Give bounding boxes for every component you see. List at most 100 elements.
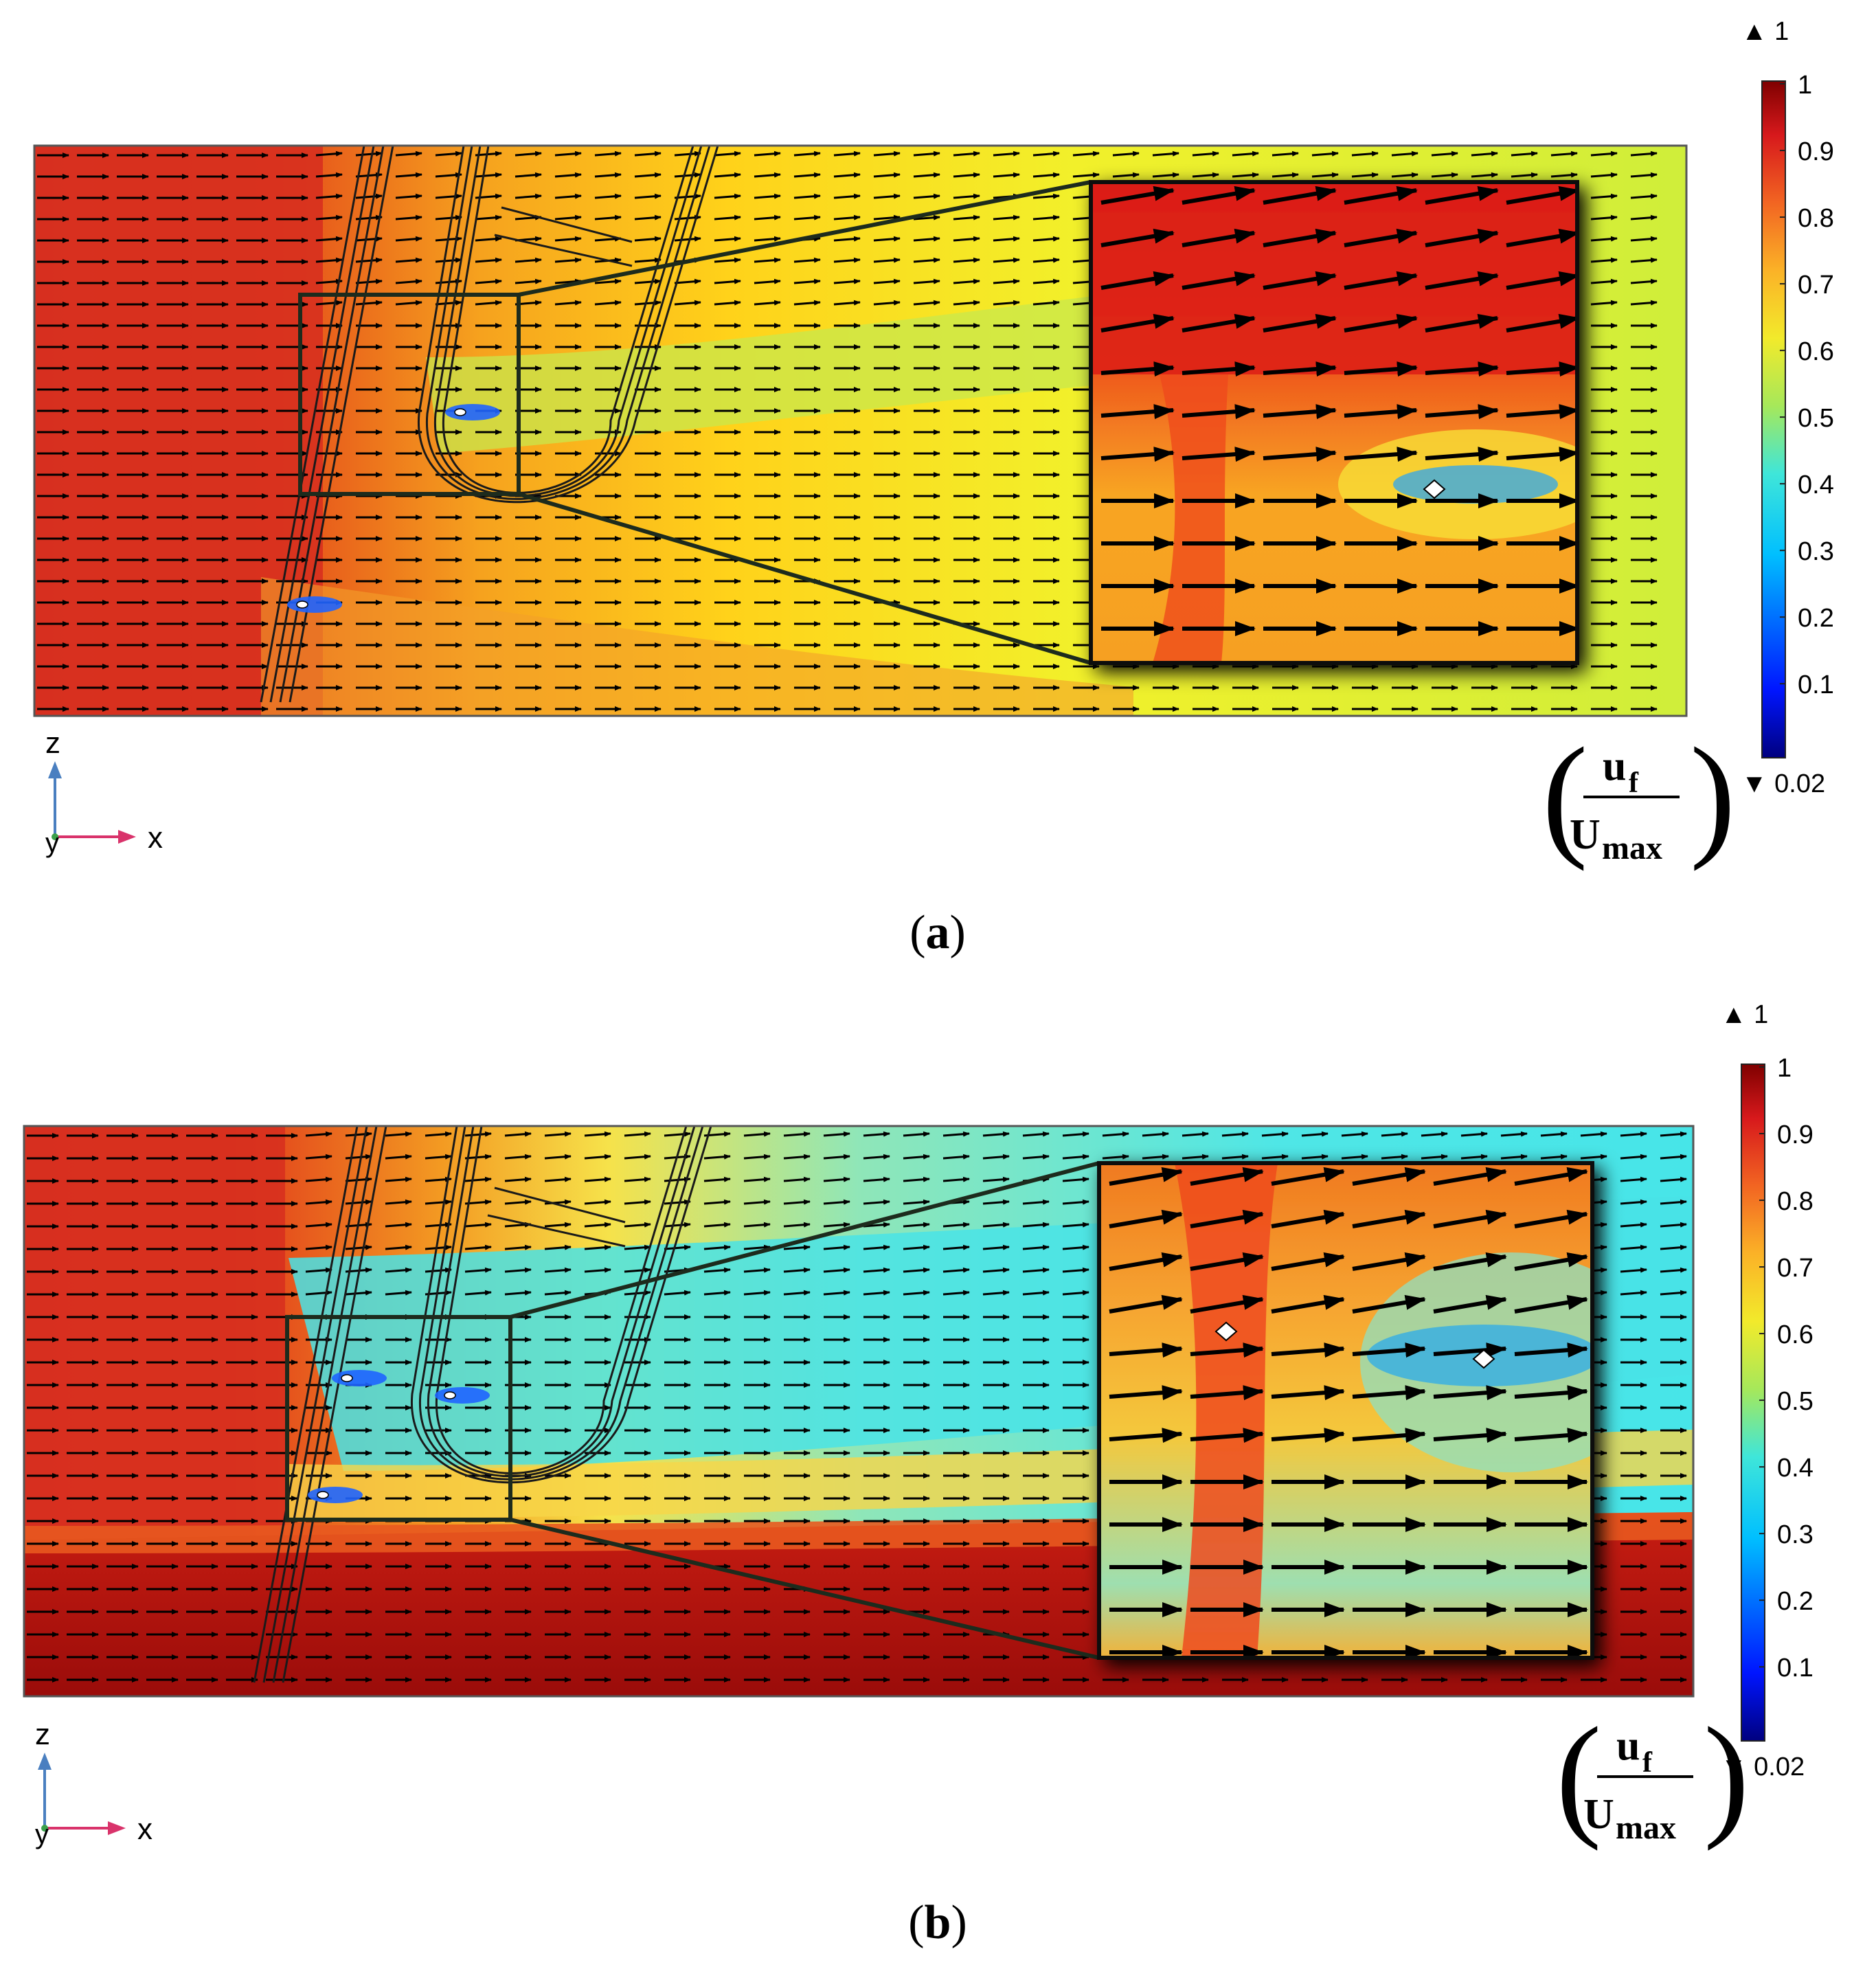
velocity-arrow — [793, 172, 821, 178]
domain-border — [33, 144, 1688, 717]
velocity-arrow — [594, 172, 622, 178]
velocity-arrow — [554, 214, 582, 221]
zoom-region-box — [298, 293, 521, 496]
velocity-arrow — [674, 236, 701, 242]
velocity-arrow — [464, 1222, 492, 1228]
y-axis-label: y — [35, 1819, 49, 1849]
inset-velocity-arrow — [1344, 313, 1418, 333]
velocity-arrow — [823, 1154, 850, 1160]
velocity-arrow — [1381, 1154, 1408, 1160]
inset-velocity-arrow — [1514, 1252, 1588, 1271]
velocity-arrow — [743, 1131, 771, 1137]
inset-velocity-arrow — [1425, 361, 1499, 377]
velocity-arrow — [743, 1290, 771, 1296]
inset-border — [1097, 1161, 1594, 1660]
colorbar: 1 0.9 0.8 0.7 0.6 0.5 0.4 0.3 0.2 0.1 ▲ 1 ▼ 0.02 — [1721, 1000, 1813, 1781]
inset-velocity-arrow — [1263, 447, 1337, 462]
inset-velocity-arrow — [1352, 1167, 1426, 1186]
velocity-arrow — [913, 300, 940, 306]
inset-velocity-arrow — [1352, 1252, 1426, 1271]
velocity-arrow — [1152, 172, 1179, 178]
velocity-arrow — [783, 1267, 811, 1273]
velocity-arrow — [584, 1176, 611, 1182]
velocity-arrow — [953, 214, 980, 221]
velocity-arrow — [1630, 300, 1658, 306]
velocity-arrow — [425, 1222, 452, 1228]
inclined-rod-edge — [262, 1126, 368, 1683]
velocity-arrow — [355, 236, 383, 242]
inset-velocity-arrow — [1425, 185, 1499, 205]
velocity-arrow — [345, 1244, 372, 1250]
inset-velocity-arrow — [1514, 1209, 1588, 1228]
colorbar-min-marker: ▼ 0.02 — [1741, 769, 1825, 798]
velocity-arrow — [1550, 150, 1578, 157]
axis-triad: z x y — [45, 726, 163, 858]
velocity-arrow — [1032, 193, 1060, 199]
velocity-arrow — [1460, 1154, 1488, 1160]
velocity-arrow — [1500, 1131, 1528, 1137]
velocity-arrow — [1221, 1131, 1249, 1137]
velocity-arrow — [395, 300, 422, 306]
velocity-arrow — [833, 236, 861, 242]
velocity-arrow — [1590, 300, 1618, 306]
inset-velocity-arrow — [1271, 1294, 1345, 1314]
velocity-arrow — [594, 150, 622, 157]
inset-velocity-arrow — [1271, 1385, 1345, 1401]
velocity-arrow — [1311, 172, 1339, 178]
velocity-arrow — [1540, 1131, 1568, 1137]
velocity-arrow — [425, 1154, 452, 1160]
velocity-arrow — [1540, 1154, 1568, 1160]
velocity-arrow — [584, 1267, 611, 1273]
velocity-arrow — [385, 1267, 412, 1273]
inset-velocity-arrow — [1100, 404, 1175, 420]
stagnation-point — [454, 408, 466, 416]
velocity-arrow — [1590, 150, 1618, 157]
inset-velocity-arrow — [1109, 1167, 1183, 1186]
velocity-arrow — [515, 172, 542, 178]
frame-strut — [487, 1214, 626, 1248]
velocity-arrow — [942, 1176, 970, 1182]
inclined-rod-edge — [260, 146, 365, 703]
velocity-arrow — [1620, 1222, 1647, 1228]
velocity-arrow — [833, 300, 861, 306]
frame-strut — [494, 1186, 626, 1224]
inset-velocity-arrow — [1506, 271, 1577, 290]
velocity-arrow — [1062, 1199, 1089, 1205]
velocity-arrow — [504, 1244, 532, 1250]
velocity-arrow — [1351, 172, 1379, 178]
velocity-arrow — [475, 300, 502, 306]
inclined-rod-edge — [272, 1126, 378, 1683]
velocity-arrow — [982, 1154, 1010, 1160]
inset-velocity-arrow — [1506, 361, 1577, 377]
velocity-arrow — [993, 214, 1020, 221]
velocity-arrow — [634, 278, 662, 284]
stagnation-point — [341, 1374, 353, 1382]
velocity-arrow — [993, 278, 1020, 284]
inset-velocity-arrow — [1271, 1428, 1345, 1443]
colorbar-tick-label: 0.1 — [1798, 671, 1834, 699]
velocity-arrow — [674, 193, 701, 199]
velocity-arrow — [504, 1154, 532, 1160]
inset-velocity-arrows — [1109, 1167, 1588, 1658]
velocity-arrow — [315, 257, 343, 263]
velocity-field-figure-b: 1 0.9 0.8 0.7 0.6 0.5 0.4 0.3 0.2 0.1 ▲ 1 ▼ 0.02 () u… — [23, 1000, 1813, 1852]
velocity-arrow — [1580, 1131, 1607, 1137]
quantity-denominator-sub: max — [1602, 830, 1662, 866]
inset-velocity-arrow — [1190, 1252, 1264, 1271]
colorbar-tick-label: 0.5 — [1777, 1387, 1813, 1416]
velocity-arrow — [833, 172, 861, 178]
u-frame-edge — [436, 1126, 688, 1474]
inset-velocity-arrow — [1425, 313, 1499, 333]
velocity-arrow — [1620, 1199, 1647, 1205]
inset-velocity-arrow — [1433, 1385, 1507, 1401]
velocity-arrow — [793, 300, 821, 306]
velocity-arrow — [624, 1267, 651, 1273]
velocity-arrow — [1620, 1244, 1647, 1250]
velocity-arrow — [515, 193, 542, 199]
stagnation-point — [317, 1491, 329, 1499]
quantity-numerator: u — [1603, 743, 1626, 789]
velocity-arrow — [1142, 1131, 1169, 1137]
velocity-arrow — [634, 214, 662, 221]
inset-velocity-arrow — [1182, 447, 1256, 462]
velocity-arrow — [863, 1267, 890, 1273]
